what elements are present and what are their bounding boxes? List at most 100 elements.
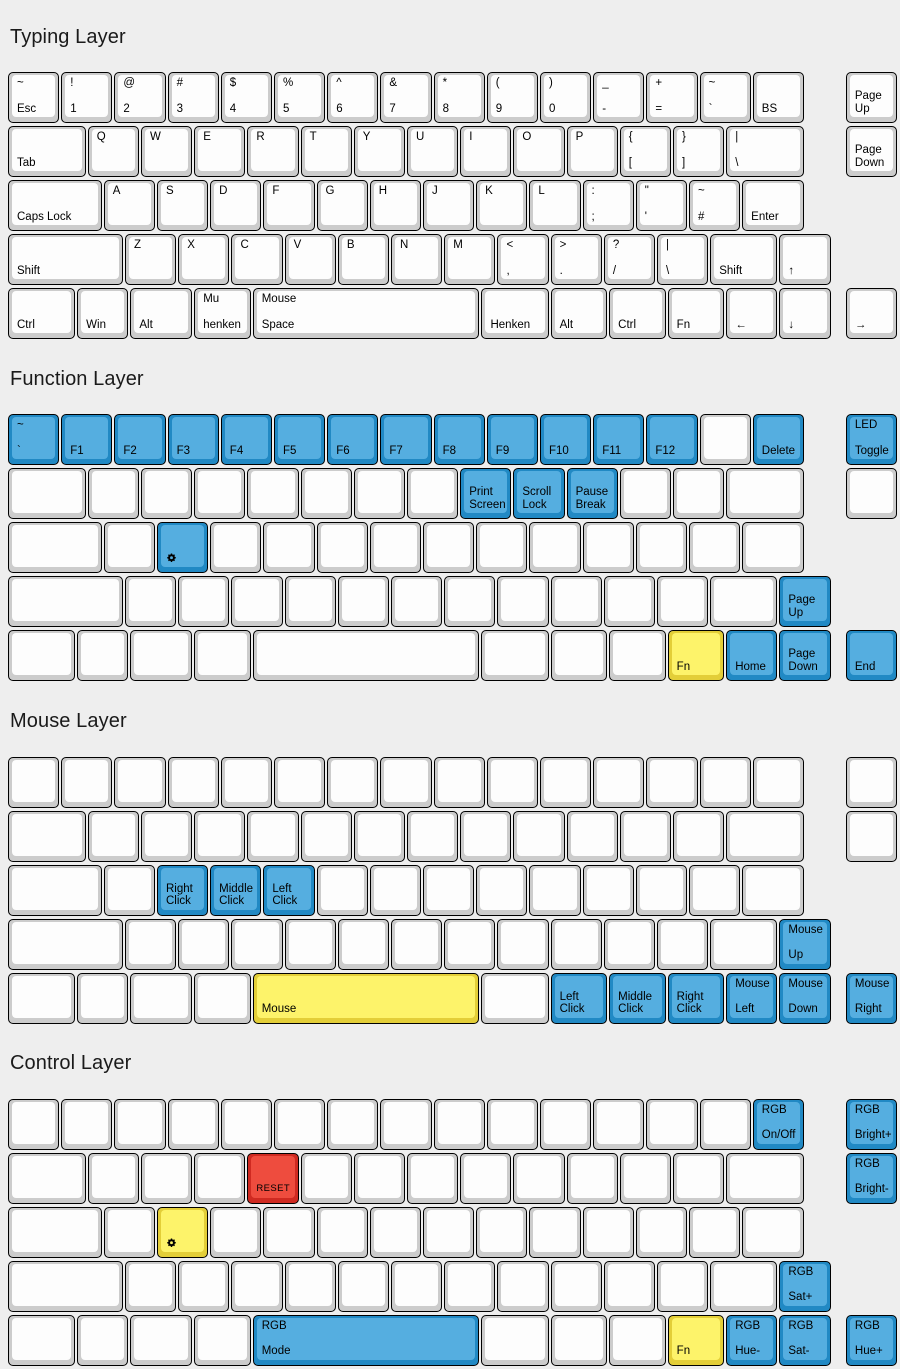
key-right-click[interactable]: Right Click [156, 864, 209, 916]
key-blank[interactable] [603, 576, 656, 628]
key-win[interactable]: Win [77, 288, 129, 340]
key-blank[interactable] [481, 630, 549, 682]
key-blank[interactable] [77, 1314, 129, 1366]
key-n[interactable]: N [391, 234, 443, 286]
key-blank[interactable] [710, 576, 778, 628]
key-f10[interactable]: F10 [540, 414, 592, 466]
key-blank[interactable] [8, 864, 102, 916]
key-8[interactable]: * 8 [433, 72, 485, 124]
key-fn[interactable]: Fn [667, 1314, 725, 1366]
key-delete[interactable]: Delete [752, 414, 804, 466]
key-pause-break[interactable]: Pause Break [566, 468, 618, 520]
key-blank[interactable] [8, 1152, 86, 1204]
key-blank[interactable] [710, 1260, 778, 1312]
key-blank[interactable] [130, 1314, 193, 1366]
key-blank[interactable] [274, 756, 326, 808]
key-blank[interactable] [609, 630, 666, 682]
key-blank[interactable] [369, 522, 421, 574]
key-blank[interactable] [87, 810, 139, 862]
key-blank[interactable] [476, 864, 528, 916]
key-blank[interactable] [460, 1152, 512, 1204]
key-blank[interactable] [8, 1260, 124, 1312]
key-blank[interactable] [178, 918, 230, 970]
key-blank[interactable] [8, 810, 86, 862]
key-blank[interactable] [77, 630, 129, 682]
key-j[interactable]: J [422, 180, 475, 232]
key-3[interactable]: #3 [167, 72, 219, 124]
key-b[interactable]: B [337, 234, 390, 286]
key-f6[interactable]: F6 [327, 414, 379, 466]
key-blank[interactable] [657, 918, 709, 970]
key-blank[interactable] [87, 1152, 139, 1204]
key-4[interactable]: $4 [220, 72, 272, 124]
key-blank[interactable]: :; [582, 180, 634, 232]
key-blank[interactable] [688, 864, 741, 916]
key-blank[interactable] [497, 918, 549, 970]
key-5[interactable]: % 5 [274, 72, 326, 124]
key-blank[interactable] [284, 576, 336, 628]
key-blank[interactable] [8, 972, 76, 1024]
key-blank[interactable] [337, 918, 390, 970]
key-middle-click[interactable]: Middle Click [609, 972, 666, 1024]
key-blank[interactable] [8, 522, 102, 574]
key-blank[interactable] [497, 1260, 549, 1312]
key-blank[interactable] [300, 1152, 352, 1204]
key-blank[interactable] [407, 468, 459, 520]
key-blank[interactable]: }] [673, 126, 725, 178]
key-left[interactable]: Mouse Left [726, 972, 778, 1024]
key-bright[interactable]: RGB Bright- [845, 1152, 898, 1204]
key-down[interactable]: Mouse Down [779, 972, 831, 1024]
key-a[interactable]: A [103, 180, 155, 232]
key-f9[interactable]: F9 [486, 414, 538, 466]
key-blank[interactable] [8, 468, 86, 520]
key-blank[interactable] [603, 1260, 656, 1312]
key-blank[interactable] [252, 630, 480, 682]
key-alt[interactable]: Alt [550, 288, 608, 340]
key-blank[interactable] [550, 630, 608, 682]
key-blank[interactable] [391, 1260, 443, 1312]
key-blank[interactable] [486, 756, 538, 808]
key-page-down[interactable]: Page Down [779, 630, 831, 682]
key-blank[interactable] [635, 522, 687, 574]
key-blank[interactable] [619, 468, 671, 520]
key-blank[interactable] [529, 522, 581, 574]
key-f8[interactable]: F8 [433, 414, 485, 466]
key-blank[interactable] [337, 576, 390, 628]
key-blank[interactable] [8, 576, 124, 628]
key-blank[interactable]: → [845, 288, 898, 340]
key-blank[interactable] [742, 1206, 804, 1258]
key-blank[interactable] [646, 1098, 698, 1150]
key-blank[interactable] [353, 468, 405, 520]
key-blank[interactable] [8, 1098, 60, 1150]
key-blank[interactable] [263, 522, 315, 574]
key-blank[interactable] [444, 576, 496, 628]
key-blank[interactable]: ~ # [688, 180, 741, 232]
key-blank[interactable] [726, 1152, 804, 1204]
key-blank[interactable] [476, 522, 528, 574]
key-blank[interactable] [247, 468, 299, 520]
key-fn[interactable]: Fn [667, 630, 725, 682]
key-blank[interactable] [433, 1098, 485, 1150]
key-blank[interactable] [593, 756, 645, 808]
key-middle-click[interactable]: Middle Click [210, 864, 262, 916]
key-r[interactable]: R [247, 126, 299, 178]
key-blank[interactable] [550, 1260, 602, 1312]
key-mouse[interactable]: Mouse [252, 972, 480, 1024]
key-blank[interactable] [284, 918, 336, 970]
key-7[interactable]: & 7 [380, 72, 432, 124]
key-blank[interactable] [566, 810, 618, 862]
key-2[interactable]: @2 [114, 72, 166, 124]
key-blank[interactable] [699, 1098, 751, 1150]
key-y[interactable]: Y [353, 126, 405, 178]
key-blank[interactable] [603, 918, 656, 970]
key-blank[interactable]: ← [726, 288, 778, 340]
key-1[interactable]: ! 1 [61, 72, 113, 124]
key-blank[interactable] [460, 810, 512, 862]
key-blank[interactable]: ↑ [779, 234, 831, 286]
key-shift[interactable]: Shift [8, 234, 124, 286]
key-blank[interactable] [8, 1206, 102, 1258]
key-page-up[interactable]: Page Up [845, 72, 898, 124]
key-blank[interactable] [327, 756, 379, 808]
key-z[interactable]: Z [125, 234, 177, 286]
key-blank[interactable] [220, 756, 272, 808]
